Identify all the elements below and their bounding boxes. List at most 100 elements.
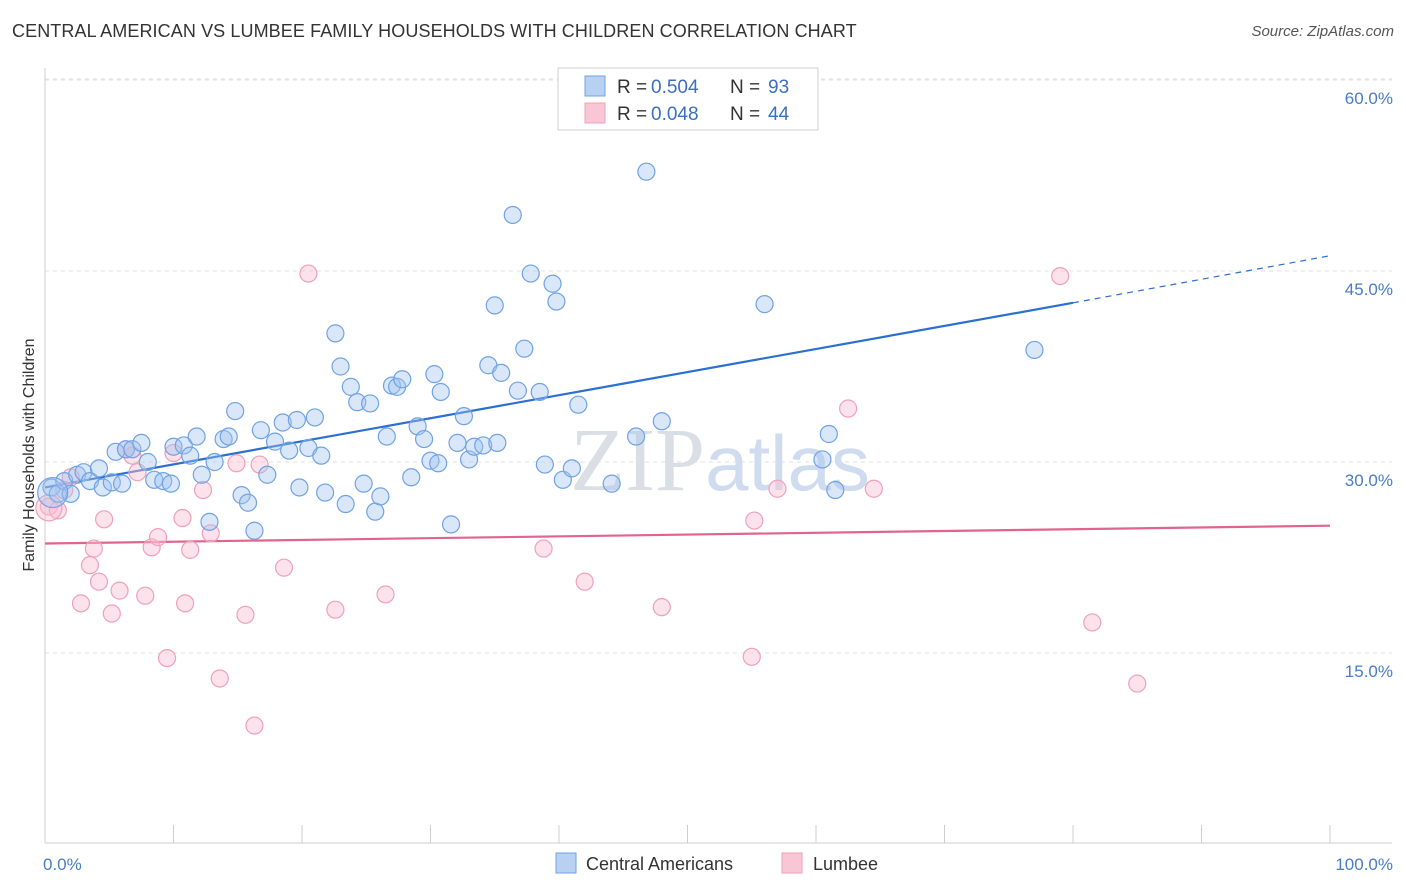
central-americans-point xyxy=(219,427,238,446)
central-americans-point xyxy=(312,446,331,465)
legend-swatch-pink xyxy=(584,102,606,124)
central-americans-point xyxy=(492,363,511,382)
legend-n-value-2: 44 xyxy=(768,104,790,125)
central-americans-point xyxy=(74,463,93,482)
central-americans-point xyxy=(547,292,566,311)
central-americans-point xyxy=(474,436,493,455)
bottom-legend-swatch-pink xyxy=(781,852,803,874)
central-americans-point xyxy=(503,205,522,225)
central-americans-point xyxy=(226,401,245,421)
central-americans-point xyxy=(187,427,206,446)
lumbee-point xyxy=(210,669,229,688)
central-americans-point xyxy=(515,339,534,358)
central-americans-point xyxy=(273,413,292,432)
central-americans-point xyxy=(819,424,838,444)
tick-labels: 15.0% 30.0% 45.0% 60.0% 0.0% 100.0% xyxy=(43,89,1393,874)
lumbee-point xyxy=(110,581,129,600)
legend-n-label-1: N = xyxy=(730,77,760,98)
central-americans-point xyxy=(200,512,219,531)
x-tick-label: 0.0% xyxy=(43,855,82,874)
central-americans-point xyxy=(826,480,845,500)
central-americans-point xyxy=(287,410,306,430)
central-americans-point xyxy=(543,274,562,293)
central-americans-points xyxy=(37,162,1044,540)
central-americans-point xyxy=(238,493,258,512)
central-americans-point xyxy=(562,459,581,478)
central-americans-point xyxy=(336,494,355,514)
y-tick-label: 15.0% xyxy=(1345,662,1393,681)
central-americans-point xyxy=(245,521,264,540)
central-americans-point xyxy=(112,474,132,493)
watermark-atlas: atlas xyxy=(705,419,870,507)
lumbee-points xyxy=(35,264,1147,735)
lumbee-point xyxy=(299,264,318,283)
lumbee-point xyxy=(534,539,553,558)
lumbee-point xyxy=(376,585,395,604)
central-americans-point xyxy=(626,427,646,446)
central-americans-point xyxy=(813,450,832,469)
y-tick-label: 45.0% xyxy=(1345,280,1393,299)
lumbee-point xyxy=(71,594,91,613)
central-americans-point xyxy=(326,324,345,343)
lumbee-point xyxy=(245,716,264,735)
central-americans-point xyxy=(305,408,324,427)
central-americans-point xyxy=(251,421,270,440)
legend-r-value-1: 0.504 xyxy=(651,77,699,98)
bottom-legend-lumbee: Lumbee xyxy=(813,854,878,874)
central-americans-point xyxy=(366,502,385,521)
lumbee-point xyxy=(236,605,255,624)
legend-swatch-blue xyxy=(584,75,606,97)
central-americans-point xyxy=(602,474,621,493)
central-americans-point xyxy=(402,468,421,487)
lumbee-point xyxy=(250,455,269,474)
lumbee-point xyxy=(575,572,594,591)
lumbee-point xyxy=(1128,674,1147,693)
central-americans-point xyxy=(132,433,151,452)
central-americans-point xyxy=(425,365,444,384)
lumbee-point xyxy=(1083,613,1102,632)
central-americans-point xyxy=(192,465,211,484)
lumbee-point xyxy=(173,508,192,528)
legend-r-value-2: 0.048 xyxy=(651,104,699,125)
central-americans-point xyxy=(93,478,112,497)
central-americans-point xyxy=(652,412,671,431)
central-americans-point xyxy=(755,295,774,314)
lumbee-point xyxy=(175,594,195,613)
bottom-legend-swatch-blue xyxy=(555,852,577,874)
central-americans-point xyxy=(361,394,380,413)
central-americans-point xyxy=(485,296,504,315)
central-americans-point xyxy=(161,474,181,493)
central-americans-point xyxy=(89,459,109,478)
y-axis-label: Family Households with Children xyxy=(21,339,38,572)
central-americans-point xyxy=(205,452,224,472)
legend-n-value-1: 93 xyxy=(768,77,789,98)
lumbee-point xyxy=(95,510,114,529)
central-americans-point xyxy=(116,440,136,459)
legend-r-label-2: R = xyxy=(617,104,647,125)
bottom-legend: Central Americans Lumbee xyxy=(555,852,878,874)
lumbee-point xyxy=(148,528,168,547)
lumbee-point xyxy=(768,479,787,498)
central-americans-point xyxy=(508,381,527,400)
central-americans-point xyxy=(354,474,373,493)
lumbee-point xyxy=(652,598,671,617)
central-americans-point xyxy=(454,407,474,426)
central-americans-point xyxy=(448,433,467,452)
lumbee-point xyxy=(745,511,764,530)
central-americans-point xyxy=(123,440,142,459)
central-americans-point xyxy=(414,429,434,449)
lumbee-point xyxy=(80,556,100,575)
central-americans-point xyxy=(316,483,335,502)
central-americans-point xyxy=(371,487,390,506)
central-americans-point xyxy=(348,393,367,412)
lumbee-point xyxy=(84,539,103,558)
lumbee-point xyxy=(181,540,200,559)
trend-lines xyxy=(44,255,1331,545)
central-americans-trend-line xyxy=(44,301,1074,489)
central-americans-point xyxy=(290,478,309,497)
lumbee-point xyxy=(136,586,155,605)
source-label: Source: ZipAtlas.com xyxy=(1251,23,1394,40)
central-americans-point xyxy=(377,427,396,446)
lumbee-point xyxy=(89,572,109,591)
central-americans-point xyxy=(530,382,549,402)
